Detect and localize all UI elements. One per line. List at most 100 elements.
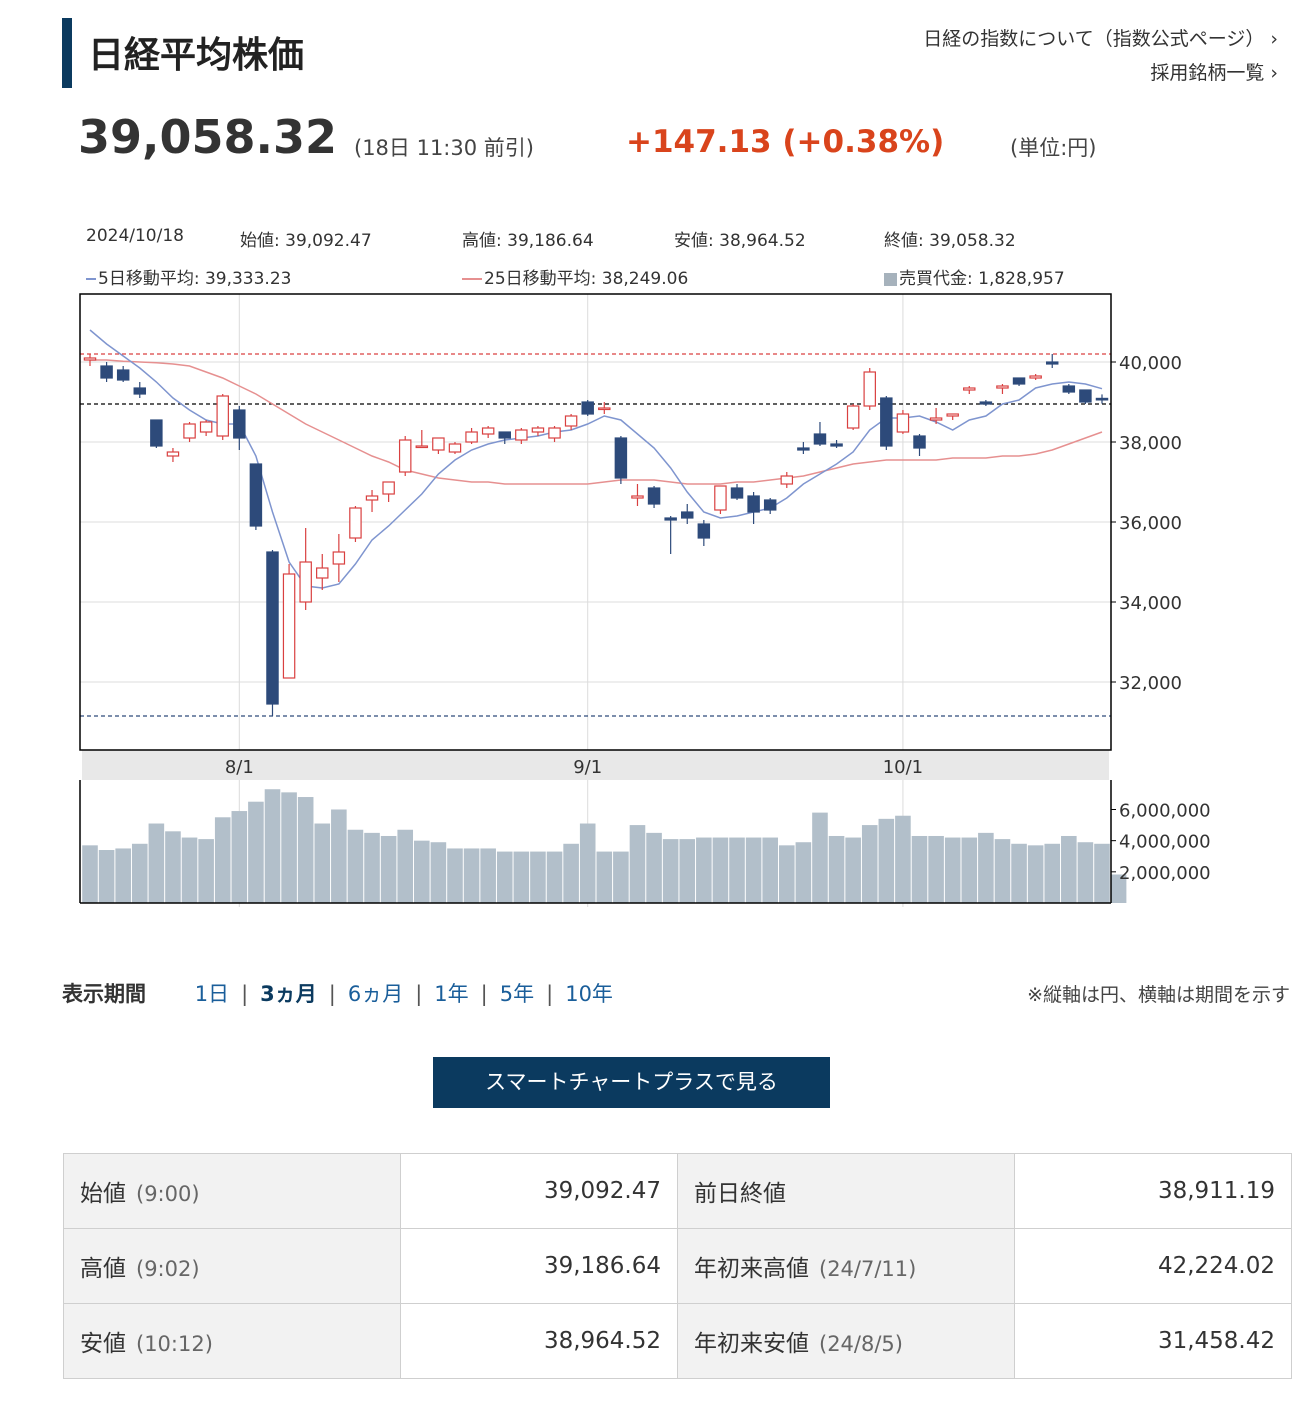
y-tick-label: 34,000: [1119, 593, 1182, 614]
candle-body: [349, 507, 362, 539]
volume-bar: [646, 832, 662, 903]
candle-body: [647, 487, 661, 505]
volume-bar: [729, 837, 745, 903]
candle-body: [83, 357, 97, 361]
volume-bar: [1061, 835, 1077, 903]
constituents-link-label: 採用銘柄一覧: [1150, 62, 1265, 84]
stat-label-text: 始値: [80, 1181, 126, 1207]
price-time: (18日 11:30 前引): [354, 136, 534, 160]
stat-label: 高値 (9:02): [63, 1228, 401, 1304]
candle-body: [448, 443, 462, 453]
volume-bar: [994, 839, 1011, 903]
volume-bar: [696, 837, 712, 903]
volume-bar: [745, 837, 762, 903]
stat-value: 31,458.42: [1014, 1303, 1292, 1379]
volume-bar: [861, 825, 878, 903]
volume-bar: [463, 848, 480, 903]
stat-label: 始値 (9:00): [63, 1153, 401, 1229]
x-tick-label: 8/1: [225, 757, 254, 778]
constituents-link[interactable]: 採用銘柄一覧 ›: [1150, 62, 1278, 84]
stat-label-text: 年初来高値: [694, 1256, 809, 1282]
period-option[interactable]: 1日: [194, 982, 230, 1006]
stat-label-text: 前日終値: [694, 1181, 786, 1207]
period-label: 表示期間: [62, 982, 146, 1006]
volume-bar: [579, 823, 596, 903]
period-option[interactable]: 3ヵ月: [260, 982, 317, 1006]
volume-bar: [778, 845, 795, 903]
volume-bar: [613, 851, 629, 903]
candle-body: [631, 495, 644, 499]
stat-label-text: 高値: [80, 1256, 126, 1282]
volume-bar: [480, 848, 496, 903]
stat-value-text: 38,911.19: [1157, 1178, 1275, 1204]
ma5-swatch: [86, 278, 96, 280]
volume-bar: [662, 839, 679, 903]
period-separator: |: [546, 982, 554, 1006]
volume-bar: [131, 843, 148, 903]
candle-body: [896, 413, 910, 433]
candle-body: [730, 487, 744, 499]
volume-bar: [248, 801, 264, 903]
period-option[interactable]: 5年: [499, 982, 535, 1006]
volume-bar: [447, 848, 463, 903]
volume-bar: [563, 843, 579, 903]
candle-body: [697, 523, 711, 539]
period-option[interactable]: 10年: [565, 982, 613, 1006]
price-change: +147.13 (+0.38%): [626, 124, 945, 160]
stat-label: 年初来安値 (24/8/5): [677, 1303, 1015, 1379]
volume-bar: [165, 831, 181, 903]
candle-body: [116, 369, 130, 381]
price-unit: (単位:円): [1010, 136, 1097, 160]
volume-bar: [314, 823, 331, 903]
ma25-line: [90, 359, 1103, 485]
volume-bar: [364, 832, 380, 903]
index-about-link[interactable]: 日経の指数について（指数公式ページ） ›: [923, 28, 1278, 50]
volume-bar: [795, 842, 812, 903]
candle-body: [249, 463, 263, 527]
candle-body: [199, 421, 213, 433]
stat-value-text: 31,458.42: [1157, 1328, 1275, 1354]
stat-label: 年初来高値 (24/7/11): [677, 1228, 1015, 1304]
stat-value: 39,186.64: [400, 1228, 678, 1304]
candle-body: [946, 413, 959, 417]
candle-body: [846, 405, 860, 429]
stats-table: 始値 (9:00) 39,092.47 前日終値 38,911.19 高値 (9:02) 39…: [63, 1153, 1292, 1379]
candle-body: [216, 395, 229, 437]
candle-body: [880, 397, 893, 447]
stat-value-text: 38,964.52: [543, 1328, 661, 1354]
candle-body: [531, 427, 545, 433]
volume-bar: [496, 851, 513, 903]
period-separator: |: [415, 982, 423, 1006]
smart-chart-plus-button[interactable]: スマートチャートプラスで見る: [433, 1057, 830, 1108]
volume-bar: [1110, 874, 1127, 903]
candle-body: [133, 387, 147, 395]
stat-label-text: 年初来安値: [694, 1331, 809, 1357]
period-separator: |: [241, 982, 249, 1006]
candle-body: [747, 495, 760, 513]
volume-bar: [331, 809, 347, 903]
chart-low: 安値: 38,964.52: [674, 231, 806, 251]
candle-body: [150, 419, 163, 447]
y-tick-label: 32,000: [1119, 673, 1182, 694]
stat-label-time: (24/8/5): [819, 1332, 903, 1356]
stat-label-text: 安値: [80, 1331, 126, 1357]
candle-body: [548, 427, 561, 439]
stats-row: 高値 (9:02) 39,186.64 年初来高値 (24/7/11) 42,224.02: [63, 1228, 1292, 1304]
volume-bar: [380, 835, 397, 903]
legend-ma5-label: 5日移動平均: 39,333.23: [98, 269, 292, 289]
volume-bar: [845, 837, 861, 903]
candle-body: [979, 401, 993, 405]
candle-body: [316, 567, 329, 579]
candle-body: [1045, 361, 1059, 365]
period-option[interactable]: 1年: [434, 982, 469, 1006]
candle-body: [581, 401, 594, 415]
period-option[interactable]: 6ヵ月: [347, 982, 404, 1006]
volume-bar: [281, 792, 297, 903]
y-tick-label: 36,000: [1119, 513, 1182, 534]
candle-body: [183, 423, 196, 439]
volume-bar: [1011, 843, 1027, 903]
candle-body: [166, 451, 180, 457]
candle-body: [996, 385, 1009, 389]
candle-body: [780, 475, 794, 485]
volume-bar: [629, 825, 646, 903]
